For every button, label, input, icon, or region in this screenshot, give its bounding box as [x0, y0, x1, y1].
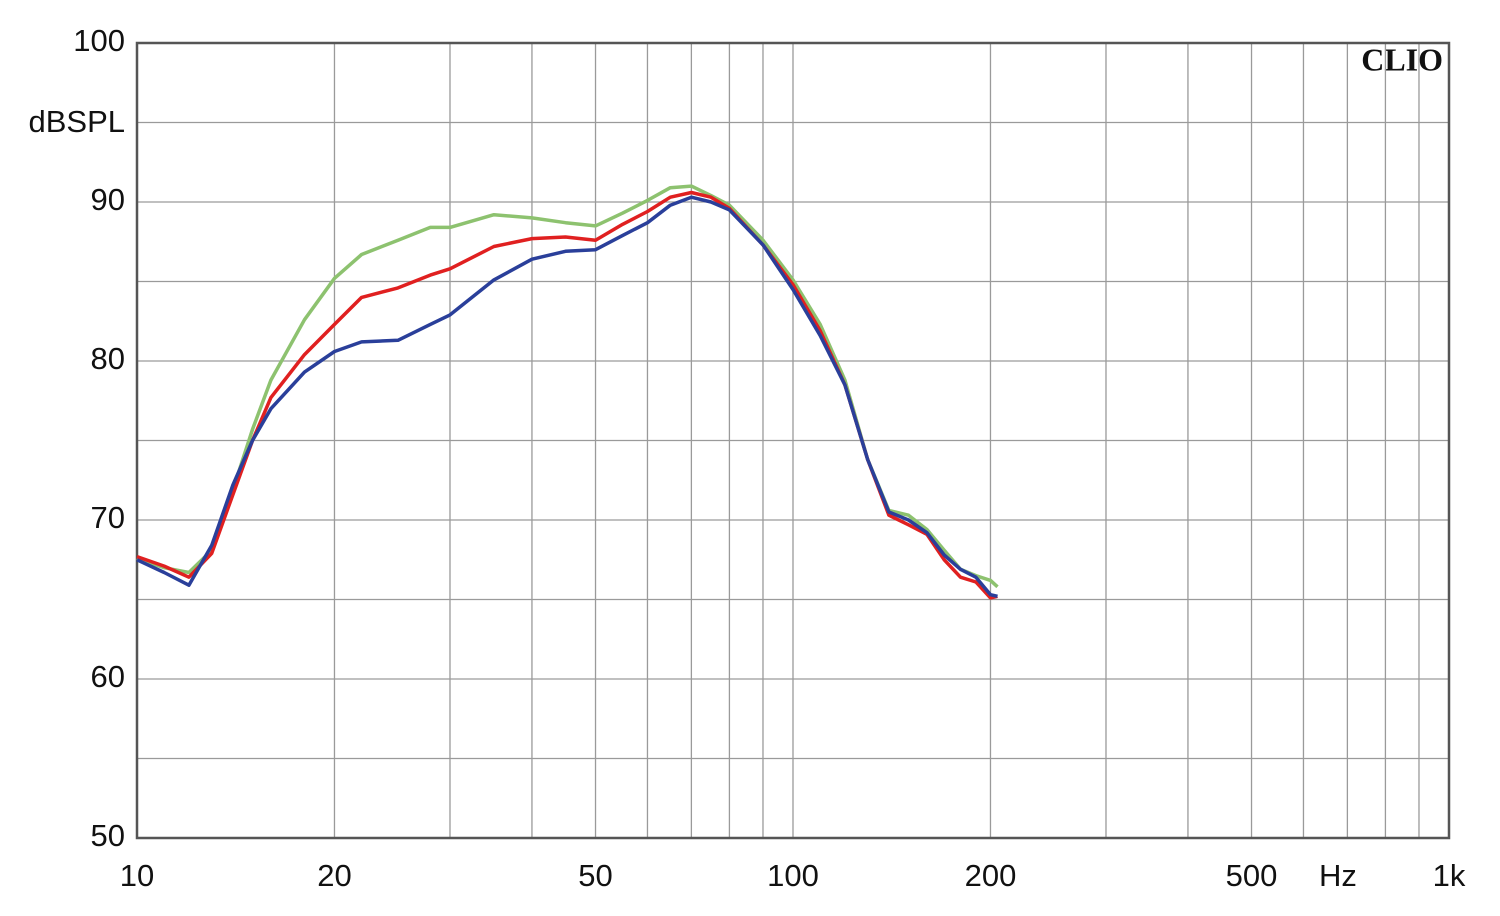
- series-line: [136, 195, 998, 599]
- x-tick-label: 200: [965, 858, 1017, 893]
- x-tick-label: 20: [317, 858, 351, 893]
- y-tick-label: 100: [73, 23, 125, 58]
- x-tick-label: 100: [767, 858, 819, 893]
- annotation: CLIO: [1361, 41, 1443, 77]
- y-tick-label: 50: [91, 818, 125, 853]
- y-tick-label: 90: [91, 182, 125, 217]
- y-tick-label: 70: [91, 500, 125, 535]
- x-axis-label: Hz: [1319, 858, 1357, 893]
- y-axis-label: dBSPL: [28, 104, 125, 139]
- x-tick-label: 500: [1226, 858, 1278, 893]
- series-line: [136, 190, 998, 600]
- series-line: [136, 184, 999, 589]
- x-tick-label: 1k: [1433, 858, 1466, 893]
- y-tick-label: 60: [91, 659, 125, 694]
- x-tick-label: 50: [578, 858, 612, 893]
- y-tick-label: 80: [91, 341, 125, 376]
- plot-frame: [135, 41, 1451, 840]
- x-tick-label: 10: [120, 858, 154, 893]
